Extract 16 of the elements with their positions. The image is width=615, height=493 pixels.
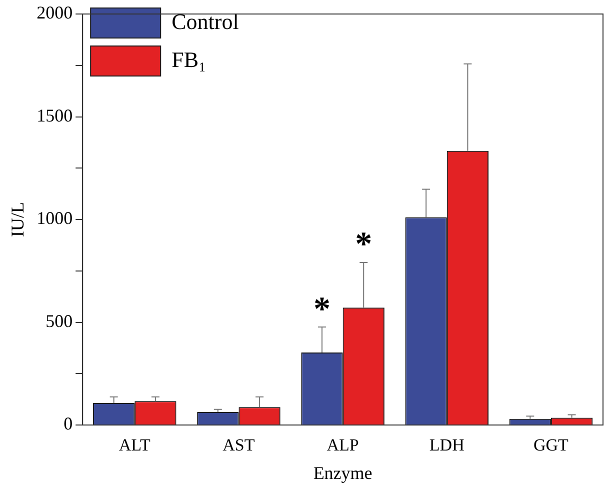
x-axis-title: Enzyme: [313, 462, 372, 483]
y-tick-label: 0: [64, 414, 73, 434]
x-tick-label: LDH: [429, 436, 464, 455]
y-tick-label: 1000: [36, 208, 73, 228]
x-tick-label: AST: [222, 436, 256, 455]
legend-label: FB₁: [172, 46, 206, 72]
x-tick-label: ALT: [118, 436, 151, 455]
annotation: *: [313, 290, 330, 328]
y-tick-label: 500: [46, 310, 73, 331]
x-tick-label: ALP: [326, 436, 359, 455]
y-axis-title: IU/L: [8, 202, 28, 237]
y-tick-label: 1500: [36, 105, 73, 126]
x-tick-label: GGT: [533, 436, 570, 455]
y-tick-label: 2000: [36, 2, 73, 23]
annotation: *: [355, 226, 372, 264]
legend-label: Control: [172, 8, 239, 34]
